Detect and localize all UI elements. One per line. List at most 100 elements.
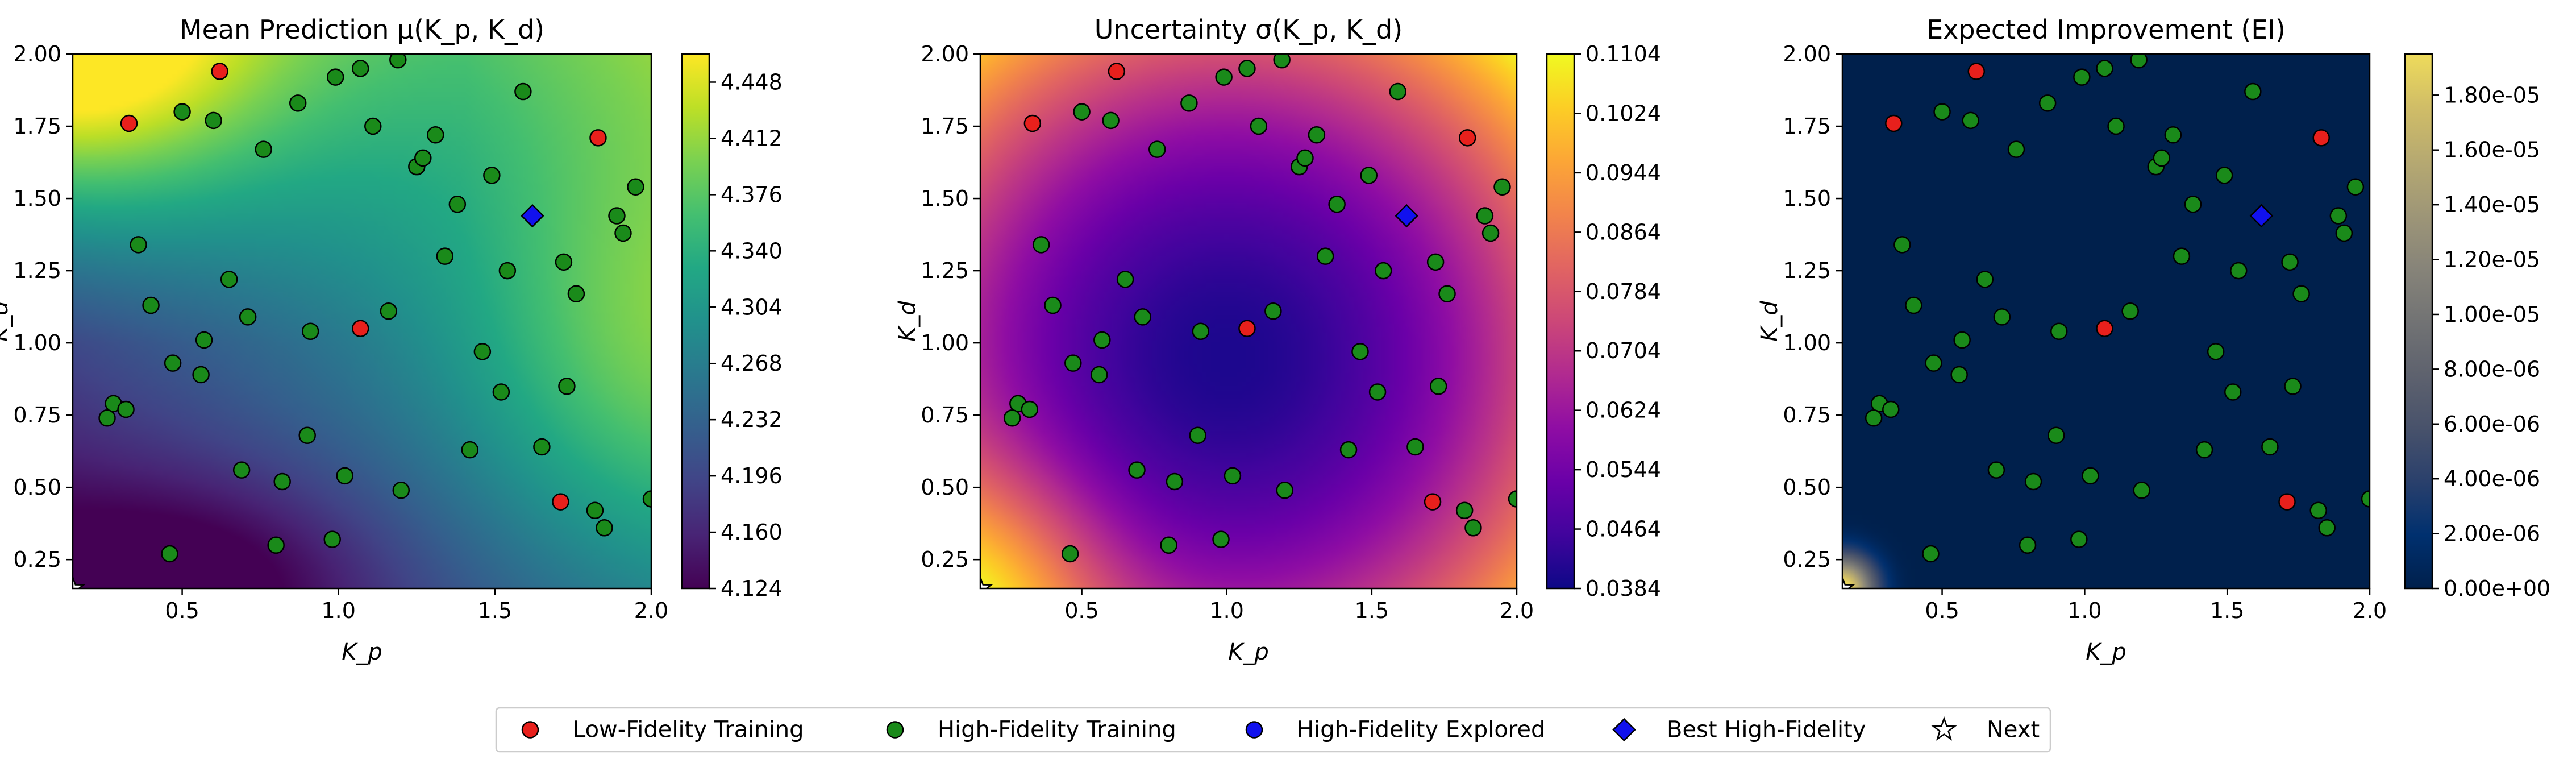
high-fidelity-point xyxy=(239,308,257,326)
high-fidelity-point xyxy=(1882,400,1900,418)
high-fidelity-point xyxy=(1922,545,1940,563)
low-fidelity-point xyxy=(351,320,369,337)
high-fidelity-point xyxy=(326,68,344,86)
low-fidelity-point xyxy=(1238,320,1256,337)
high-fidelity-point xyxy=(301,322,319,341)
low-fidelity-point xyxy=(2312,129,2330,147)
high-fidelity-point xyxy=(117,400,135,418)
high-fidelity-point xyxy=(2107,117,2125,135)
plot-frame xyxy=(72,53,652,590)
legend-marker xyxy=(521,721,539,739)
low-fidelity-point xyxy=(2096,320,2113,337)
high-fidelity-point xyxy=(492,383,510,401)
high-fidelity-point xyxy=(1160,536,1177,554)
colorbar-tick-label: 0.00e+00 xyxy=(2444,576,2550,601)
high-fidelity-point xyxy=(2309,501,2327,520)
best-high-fidelity-marker xyxy=(521,204,544,228)
y-tick-label: 1.25 xyxy=(1783,258,1831,283)
legend-item: Low-Fidelity Training xyxy=(521,717,804,743)
high-fidelity-point xyxy=(1128,461,1146,479)
y-tick-label: 1.50 xyxy=(13,186,61,211)
y-tick-label: 0.50 xyxy=(13,475,61,500)
high-fidelity-point xyxy=(1976,271,1994,288)
high-fidelity-point xyxy=(2230,262,2248,280)
high-fidelity-point xyxy=(427,126,444,144)
high-fidelity-point xyxy=(1893,236,1911,254)
colorbar-tick-label: 2.00e-06 xyxy=(2444,521,2540,546)
high-fidelity-point xyxy=(1134,308,1152,326)
high-fidelity-point xyxy=(2133,481,2150,499)
high-fidelity-point xyxy=(232,461,251,479)
legend-box xyxy=(495,707,2051,753)
high-fidelity-point xyxy=(1296,149,1314,167)
plot-frame xyxy=(1841,53,2371,590)
high-fidelity-point xyxy=(1987,461,2005,479)
x-axis-label: K_p xyxy=(2086,639,2126,665)
legend-label: High-Fidelity Explored xyxy=(1297,717,1545,743)
colorbar-tick-label: 1.60e-05 xyxy=(2444,138,2540,163)
x-tick-label: 1.0 xyxy=(2067,598,2101,623)
y-tick-label: 0.75 xyxy=(921,403,969,428)
best-high-fidelity-marker xyxy=(1395,204,1418,228)
high-fidelity-point xyxy=(2335,224,2353,242)
high-fidelity-point xyxy=(1962,111,1979,130)
y-tick-label: 1.50 xyxy=(921,186,969,211)
panel-title: Mean Prediction μ(K_p, K_d) xyxy=(180,14,544,45)
x-tick-label: 1.0 xyxy=(322,598,356,623)
high-fidelity-point xyxy=(2007,140,2025,158)
high-fidelity-point xyxy=(2346,178,2365,196)
high-fidelity-point xyxy=(364,117,382,135)
high-fidelity-point xyxy=(1426,253,1445,271)
high-fidelity-point xyxy=(2082,467,2099,485)
high-fidelity-point xyxy=(2164,126,2182,144)
high-fidelity-point xyxy=(195,331,213,349)
panel-3: Expected Improvement (EI) 0.5 1.0 1.5 2.0 0.2… xyxy=(1757,14,2550,665)
colorbar-tick-label: 4.340 xyxy=(721,238,783,263)
low-fidelity-point xyxy=(1967,63,1986,80)
high-fidelity-point xyxy=(1308,126,1326,144)
colorbar-tick-label: 0.0704 xyxy=(1585,338,1661,363)
next-marker xyxy=(980,575,993,588)
low-fidelity-point xyxy=(1885,114,1903,132)
high-fidelity-point xyxy=(596,519,613,537)
high-fidelity-point xyxy=(98,409,116,427)
y-tick-label: 1.25 xyxy=(13,258,61,283)
high-fidelity-point xyxy=(130,236,147,254)
high-fidelity-point xyxy=(205,111,222,130)
high-fidelity-point xyxy=(1021,400,1038,418)
high-fidelity-point xyxy=(586,501,604,520)
high-fidelity-point xyxy=(1389,82,1407,101)
high-fidelity-point xyxy=(2038,94,2057,112)
high-fidelity-point xyxy=(1933,103,1951,121)
y-tick-label: 0.25 xyxy=(1783,547,1831,572)
high-fidelity-point xyxy=(1212,530,1230,548)
legend-marker xyxy=(1931,716,1957,741)
high-fidelity-point xyxy=(2130,54,2148,69)
high-fidelity-point xyxy=(514,82,532,101)
high-fidelity-point xyxy=(1238,60,1256,77)
high-fidelity-point xyxy=(2207,343,2225,360)
high-fidelity-point xyxy=(2224,383,2242,401)
low-fidelity-point xyxy=(1459,129,1476,147)
high-fidelity-point xyxy=(1476,207,1494,225)
y-axis-label: K_d xyxy=(894,301,921,342)
high-fidelity-point xyxy=(1375,262,1392,280)
high-fidelity-point xyxy=(436,247,454,265)
high-fidelity-point xyxy=(1032,236,1050,254)
y-tick-label: 2.00 xyxy=(13,42,61,67)
high-fidelity-point xyxy=(2318,519,2336,537)
high-fidelity-point xyxy=(1905,296,1922,314)
high-fidelity-point xyxy=(1429,378,1447,395)
high-fidelity-point xyxy=(2361,490,2370,508)
colorbar-tick-label: 0.0464 xyxy=(1585,517,1661,542)
high-fidelity-point xyxy=(1316,247,1334,265)
high-fidelity-point xyxy=(2047,426,2065,444)
high-fidelity-point xyxy=(448,195,467,213)
high-fidelity-point xyxy=(380,302,398,320)
y-tick-label: 0.50 xyxy=(1783,475,1831,500)
y-tick-label: 1.75 xyxy=(921,114,969,139)
colorbar-tick-label: 6.00e-06 xyxy=(2444,412,2540,437)
low-fidelity-point xyxy=(1108,63,1126,80)
high-fidelity-point xyxy=(1215,68,1233,86)
x-axis-label: K_p xyxy=(342,639,382,665)
